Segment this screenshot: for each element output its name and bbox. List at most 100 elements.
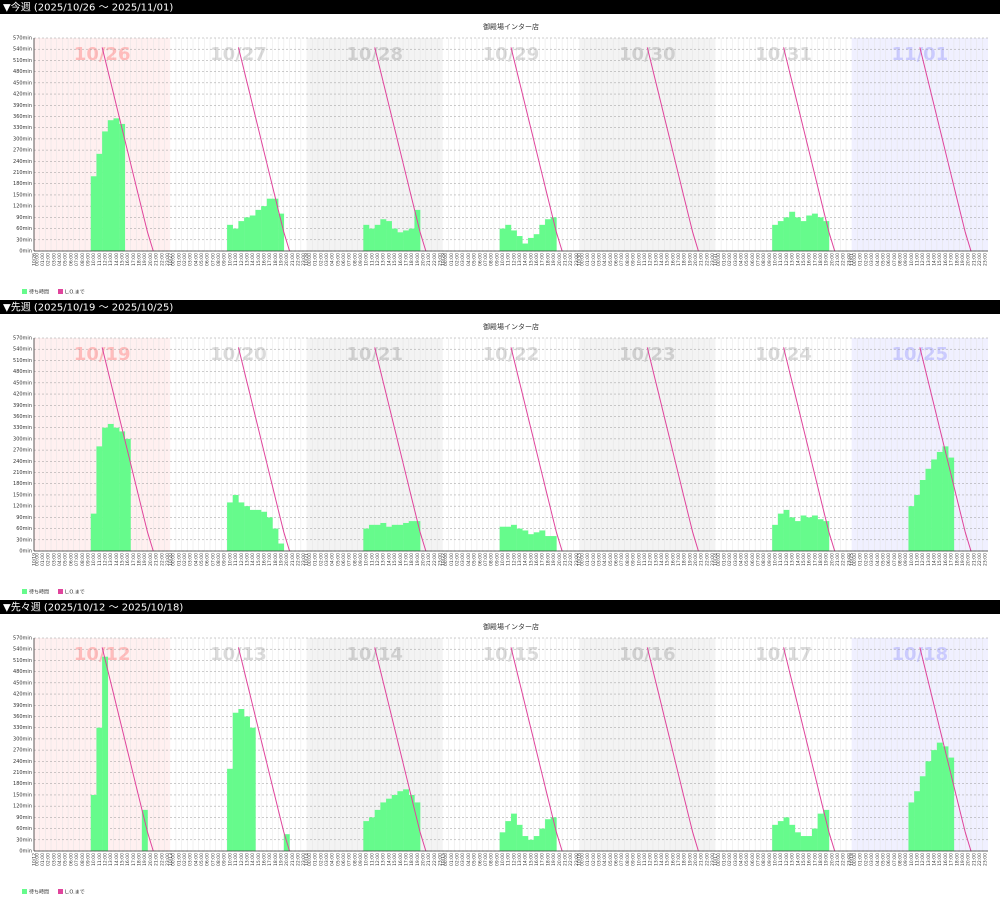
x-tick-label: 16:00 [534, 853, 540, 866]
x-tick-label: 23:00 [438, 553, 444, 566]
x-tick-label: 10:00 [500, 853, 506, 866]
x-tick-label: 08:00 [761, 553, 767, 566]
x-tick-label: 15:00 [528, 853, 534, 866]
x-tick-label: 06:00 [341, 553, 347, 566]
x-tick-label: 19:00 [824, 553, 830, 566]
x-tick-label: 15:00 [392, 253, 398, 266]
x-tick-label: 09:00 [494, 553, 500, 566]
x-tick-label: 12:00 [784, 553, 790, 566]
x-tick-label: 11:00 [506, 253, 512, 266]
x-tick-label: 08:00 [625, 553, 631, 566]
x-tick-label: 11:00 [369, 853, 375, 866]
x-date-label: 10/25 [849, 553, 855, 566]
day-big-label: 10/23 [619, 344, 676, 365]
x-tick-label: 09:00 [903, 253, 909, 266]
y-tick-label: 300min [13, 136, 32, 142]
x-tick-label: 02:00 [727, 253, 733, 266]
wait-bar [948, 457, 955, 551]
x-tick-label: 07:00 [483, 853, 489, 866]
x-tick-label: 01:00 [40, 553, 46, 566]
x-tick-label: 03:00 [188, 553, 194, 566]
x-tick-label: 16:00 [398, 553, 404, 566]
x-tick-label: 18:00 [818, 253, 824, 266]
x-tick-label: 19:00 [687, 553, 693, 566]
wait-bar [227, 502, 233, 551]
x-tick-label: 23:00 [301, 253, 307, 266]
x-tick-label: 11:00 [369, 253, 375, 266]
wait-bar [244, 506, 250, 551]
x-date-label: 10/13 [168, 853, 174, 866]
x-tick-label: 15:00 [528, 253, 534, 266]
x-tick-label: 21:00 [154, 853, 160, 866]
legend-label: 待ち時間 [29, 589, 49, 596]
x-tick-label: 00:00 [171, 253, 177, 266]
day-big-label: 10/18 [892, 644, 949, 665]
x-tick-label: 01:00 [313, 853, 319, 866]
x-tick-label: 13:00 [790, 553, 796, 566]
y-tick-label: 570min [13, 36, 32, 42]
x-tick-label: 18:00 [273, 553, 279, 566]
chart-title: 御殿場インター店 [483, 322, 539, 331]
x-tick-label: 06:00 [68, 853, 74, 866]
wait-bar [141, 809, 148, 851]
wait-bar [817, 217, 824, 251]
x-tick-label: 13:00 [653, 253, 659, 266]
wait-bar [817, 813, 824, 851]
x-tick-label: 22:00 [977, 253, 983, 266]
y-tick-label: 0min [19, 549, 32, 555]
wait-bar [232, 712, 239, 851]
x-tick-label: 17:00 [949, 853, 955, 866]
x-tick-label: 06:00 [477, 553, 483, 566]
x-tick-label: 22:00 [159, 853, 165, 866]
x-tick-label: 15:00 [120, 253, 126, 266]
legend-swatch [22, 289, 27, 294]
wait-bar [777, 221, 784, 251]
x-tick-label: 22:00 [296, 553, 302, 566]
wait-bar [533, 532, 540, 551]
y-tick-label: 330min [13, 725, 32, 731]
x-tick-label: 08:00 [80, 853, 86, 866]
x-tick-label: 05:00 [335, 553, 341, 566]
x-tick-label: 22:00 [432, 253, 438, 266]
day-big-label: 10/29 [483, 44, 540, 65]
wait-bar [278, 543, 285, 551]
day-big-label: 10/25 [892, 344, 949, 365]
y-tick-label: 0min [19, 249, 32, 255]
x-tick-label: 10:00 [227, 253, 233, 266]
x-tick-label: 17:00 [949, 253, 955, 266]
x-tick-label: 07:00 [892, 253, 898, 266]
x-tick-label: 08:00 [761, 253, 767, 266]
wait-bar [380, 522, 387, 551]
wait-bar [772, 224, 779, 251]
x-tick-label: 05:00 [608, 853, 614, 866]
x-tick-label: 19:00 [824, 253, 830, 266]
x-tick-label: 02:00 [182, 853, 188, 866]
x-tick-label: 05:00 [472, 853, 478, 866]
x-tick-label: 06:00 [341, 253, 347, 266]
x-tick-label: 15:00 [256, 553, 262, 566]
wait-bar [363, 528, 370, 551]
x-tick-label: 02:00 [727, 553, 733, 566]
x-tick-label: 17:00 [267, 853, 273, 866]
x-tick-label: 05:00 [63, 553, 69, 566]
x-tick-label: 05:00 [199, 553, 205, 566]
x-tick-label: 21:00 [971, 553, 977, 566]
x-tick-label: 17:00 [540, 253, 546, 266]
x-tick-label: 15:00 [937, 253, 943, 266]
x-tick-label: 10:00 [636, 553, 642, 566]
x-tick-label: 22:00 [704, 553, 710, 566]
x-tick-label: 06:00 [477, 853, 483, 866]
x-tick-label: 19:00 [142, 553, 148, 566]
x-tick-label: 00:00 [171, 553, 177, 566]
y-tick-label: 510min [13, 358, 32, 364]
wait-bar [550, 817, 557, 851]
x-tick-label: 02:00 [591, 253, 597, 266]
x-tick-label: 05:00 [335, 253, 341, 266]
x-tick-label: 00:00 [852, 253, 858, 266]
lo-line [646, 647, 699, 852]
y-tick-label: 150min [13, 492, 32, 498]
x-tick-label: 14:00 [795, 853, 801, 866]
x-tick-label: 10:00 [91, 553, 97, 566]
legend-label: L.O.まで [65, 890, 85, 896]
wait-bar [227, 224, 233, 251]
